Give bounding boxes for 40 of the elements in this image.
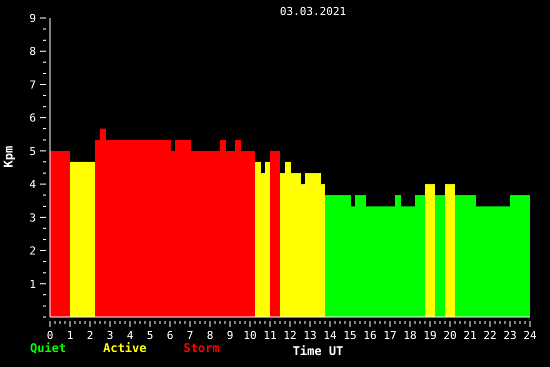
y-tick-label: 3 — [29, 211, 36, 224]
x-tick-label: 5 — [146, 329, 154, 342]
x-tick-label: 22 — [483, 329, 497, 342]
y-tick-label: 2 — [29, 244, 36, 258]
y-tick-label: 5 — [29, 144, 36, 158]
x-tick-label: 9 — [226, 329, 234, 342]
x-tick-label: 15 — [343, 329, 357, 342]
text: Active — [103, 341, 146, 355]
x-tick-label: 16 — [363, 329, 377, 342]
y-axis-title: Kpm — [1, 146, 16, 168]
y-tick-label: 9 — [29, 12, 36, 25]
x-tick-label: 17 — [383, 329, 397, 342]
y-tick-label: 1 — [29, 278, 36, 291]
x-tick-label: 20 — [443, 329, 457, 342]
y-tick-label: 4 — [29, 178, 36, 192]
x-tick-label: 1 — [66, 329, 74, 342]
x-tick-label: 3 — [106, 329, 114, 342]
x-tick-label: 10 — [243, 329, 257, 342]
x-axis-title: Time UT — [292, 344, 344, 358]
x-tick-label: 13 — [303, 329, 317, 342]
y-tick-label: 6 — [29, 112, 36, 125]
text: Quiet — [30, 341, 66, 355]
x-tick-label: 6 — [166, 329, 174, 342]
series-label: Storm — [183, 341, 220, 355]
x-tick-label: 19 — [423, 329, 437, 342]
x-tick-label: 4 — [126, 329, 134, 342]
y-tick-label: 8 — [29, 45, 36, 58]
x-tick-label: 7 — [186, 329, 194, 342]
x-tick-label: 18 — [403, 329, 417, 342]
x-tick-label: 14 — [323, 329, 337, 342]
y-tick-label: 7 — [29, 78, 36, 92]
x-tick-label: 8 — [206, 329, 214, 342]
x-tick-label: 11 — [263, 329, 277, 342]
x-tick-label: 24 — [523, 329, 537, 342]
x-tick-label: 12 — [283, 329, 297, 342]
x-tick-label: 0 — [46, 329, 54, 342]
x-tick-label: 23 — [503, 329, 517, 342]
x-tick-label: 2 — [86, 329, 94, 342]
x-tick-label: 21 — [463, 329, 477, 342]
chart-title: 03.03.2021 — [278, 5, 348, 18]
